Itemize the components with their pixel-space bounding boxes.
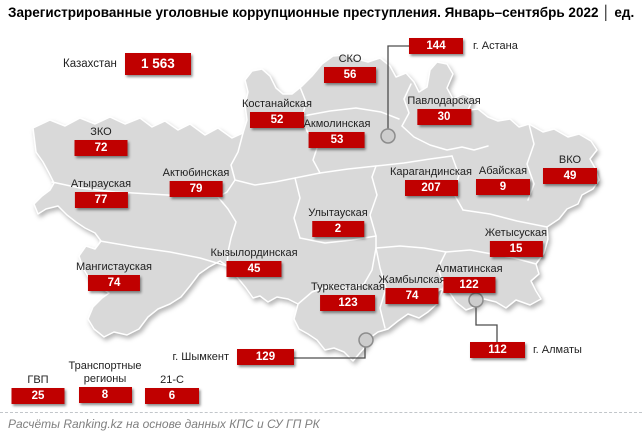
extra-label: Транспортные регионы [68, 360, 142, 385]
region-value-badge: 122 [443, 277, 495, 293]
region-ulytau: Улытауская 2 [308, 207, 368, 237]
region-astana-city: 144 г. Астана [409, 38, 518, 54]
region-value-badge: 79 [169, 181, 223, 197]
extra-21s: 21-С 6 [145, 374, 199, 404]
region-label: Атырауская [70, 178, 132, 190]
region-atyrau: Атырауская 77 [71, 178, 131, 208]
region-label: СКО [338, 53, 362, 65]
region-label: Абайская [478, 165, 528, 177]
region-value-badge: 30 [416, 109, 471, 125]
region-value-badge: 72 [74, 140, 128, 156]
region-value-badge: 129 [237, 349, 294, 365]
region-label: Костанайская [241, 98, 313, 110]
region-value-badge: 49 [543, 168, 597, 184]
region-sko: СКО 56 [324, 53, 376, 83]
shymkent-connector-line [294, 347, 366, 359]
region-karaganda: Карагандинская 207 [390, 166, 472, 196]
extra-gvp: ГВП 25 [11, 374, 65, 404]
region-label: Туркестанская [311, 281, 385, 293]
source-note: Расчёты Ranking.kz на основе данных КПС … [8, 417, 320, 431]
region-akmola: Акмолинская 53 [303, 118, 371, 148]
region-value-badge: 56 [324, 67, 376, 83]
region-turkestan: Туркестанская 123 [311, 281, 385, 311]
region-label: Жамбылская [378, 274, 446, 286]
extra-label: 21-С [160, 374, 184, 386]
extra-value-badge: 8 [78, 387, 132, 403]
region-abay: Абайская 9 [476, 165, 530, 195]
region-mangystau: Мангистауская 74 [76, 261, 152, 291]
almaty-connector-line [475, 307, 498, 342]
region-label: г. Шымкент [172, 350, 230, 363]
region-value-badge: 45 [226, 261, 282, 277]
city-marker-almaty [468, 292, 484, 308]
region-value-badge: 9 [476, 179, 530, 195]
region-value-badge: 144 [409, 38, 463, 54]
city-marker-astana [380, 128, 396, 144]
footer-divider [0, 412, 642, 413]
region-zhetysu: Жетысуская 15 [485, 227, 547, 257]
region-pavlodar: Павлодарская 30 [407, 95, 481, 125]
region-zhambyl: Жамбылская 74 [378, 274, 446, 304]
region-kostanay: Костанайская 52 [242, 98, 312, 128]
region-label: Кызылординская [210, 247, 298, 259]
region-label: Карагандинская [390, 166, 472, 178]
region-label: Павлодарская [407, 95, 481, 107]
region-almaty-oblast: Алматинская 122 [435, 263, 503, 293]
region-value-badge: 74 [88, 275, 140, 291]
connector-lines [294, 45, 498, 359]
region-label: г. Алматы [533, 343, 582, 356]
region-label: Казахстан [63, 57, 117, 70]
page-title: Зарегистрированные уголовные коррупционн… [8, 5, 635, 20]
extra-transport-regions: Транспортные регионы 8 [62, 360, 148, 403]
region-label: Мангистауская [75, 261, 153, 273]
region-value-badge: 15 [489, 241, 543, 257]
region-kyzylorda: Кызылординская 45 [210, 247, 298, 277]
extra-value-badge: 25 [11, 388, 65, 404]
region-label: ЗКО [90, 126, 112, 138]
region-label: Акмолинская [303, 118, 371, 130]
region-label: Алматинская [435, 263, 503, 275]
region-aktobe: Актюбинская 79 [162, 167, 230, 197]
city-marker-shymkent [358, 332, 374, 348]
extra-label: ГВП [27, 374, 49, 386]
region-shymkent-city: г. Шымкент 129 [159, 349, 294, 365]
region-label: г. Астана [473, 39, 518, 52]
region-vko: ВКО 49 [543, 154, 597, 184]
region-value-badge: 112 [470, 342, 525, 358]
region-label: Актюбинская [162, 167, 230, 179]
extra-value-badge: 6 [145, 388, 199, 404]
region-value-badge: 2 [312, 221, 364, 237]
region-value-badge: 123 [320, 295, 376, 311]
region-value-badge: 52 [250, 112, 304, 128]
region-value-badge: 77 [74, 192, 128, 208]
region-value-badge: 1 563 [124, 53, 191, 75]
region-value-badge: 207 [404, 180, 458, 196]
region-value-badge: 74 [385, 288, 439, 304]
region-zko: ЗКО 72 [74, 126, 128, 156]
city-markers [358, 128, 484, 348]
region-value-badge: 53 [308, 132, 365, 148]
region-almaty-city: 112 г. Алматы [470, 342, 582, 358]
region-label: ВКО [558, 154, 582, 166]
astana-connector-line [387, 45, 409, 129]
region-label: Жетысуская [484, 227, 548, 239]
region-kazakhstan-total: Казахстан 1 563 [63, 53, 191, 75]
region-label: Улытауская [308, 207, 368, 219]
